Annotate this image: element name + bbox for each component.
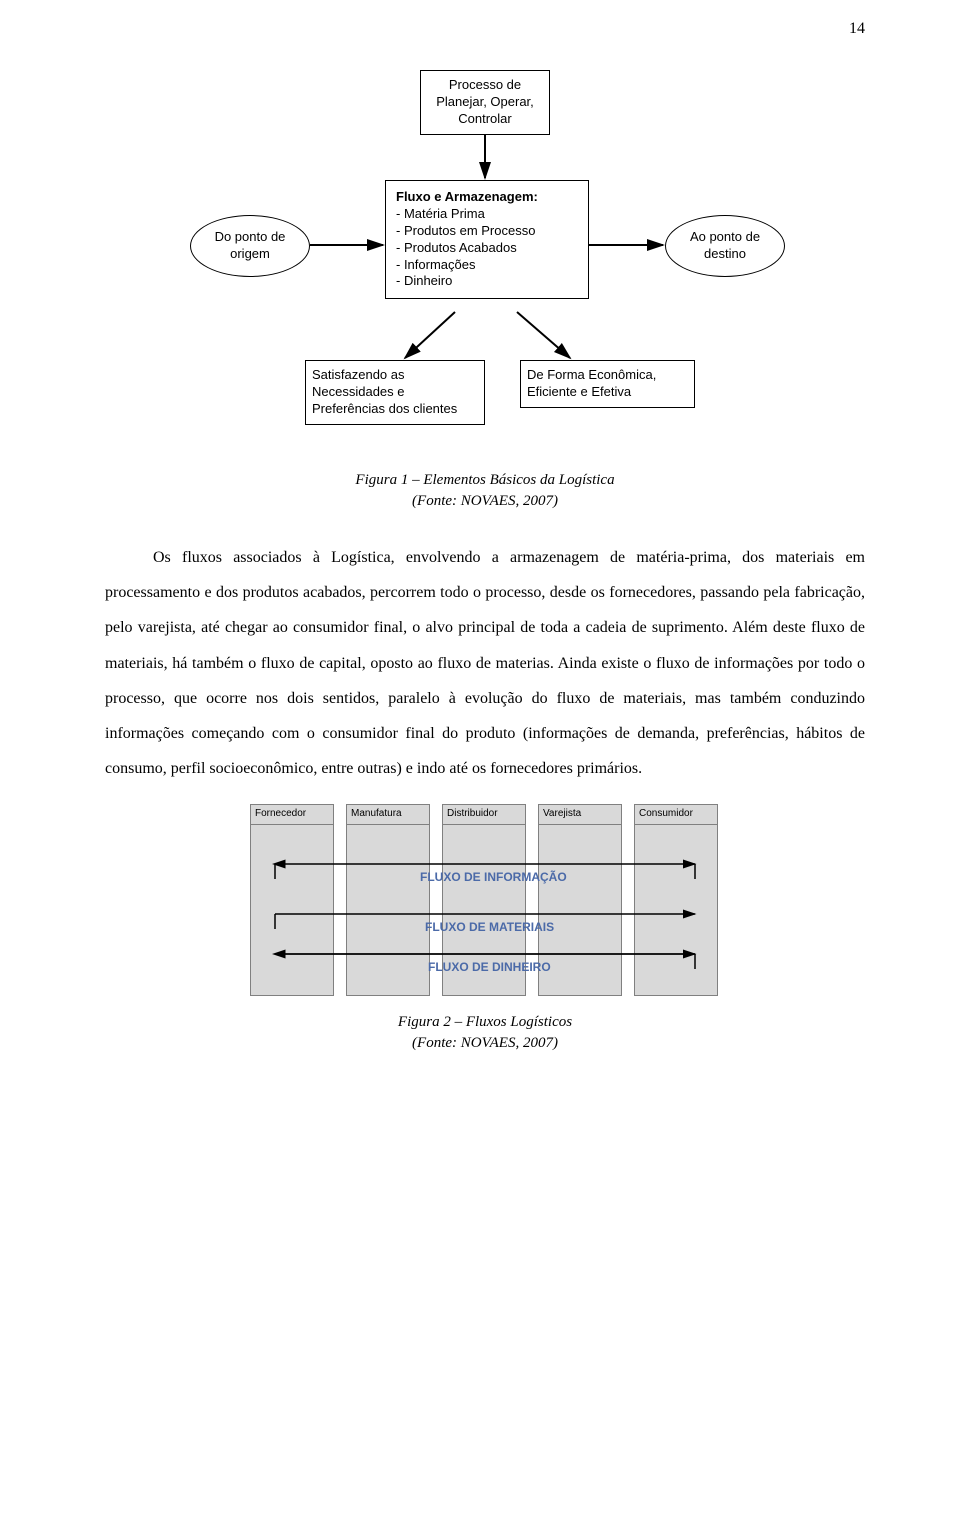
page: 14 Processo dePlanejar, Operar,Controlar bbox=[0, 0, 960, 1094]
fig2-col-4: Consumidor bbox=[634, 804, 718, 996]
fig2-col-4-body bbox=[635, 825, 717, 995]
figure-2-caption-line1: Figura 2 – Fluxos Logísticos bbox=[398, 1014, 572, 1030]
fig2-col-0-body bbox=[251, 825, 333, 995]
fig1-box-bottom-left-text: Satisfazendo asNecessidades ePreferência… bbox=[312, 367, 457, 416]
fig1-ellipse-right-text: Ao ponto dedestino bbox=[690, 229, 760, 263]
figure-1-caption-line1: Figura 1 – Elementos Básicos da Logístic… bbox=[355, 472, 614, 488]
fig2-col-0: Fornecedor bbox=[250, 804, 334, 996]
figure-2-diagram: Fornecedor Manufatura Distribuidor Varej… bbox=[250, 804, 720, 1004]
fig2-flow-label-0: FLUXO DE INFORMAÇÃO bbox=[420, 870, 567, 884]
fig1-box-top: Processo dePlanejar, Operar,Controlar bbox=[420, 70, 550, 135]
fig2-col-2-head: Distribuidor bbox=[443, 805, 525, 825]
fig1-ellipse-left-text: Do ponto deorigem bbox=[215, 229, 286, 263]
fig1-box-top-text: Processo dePlanejar, Operar,Controlar bbox=[436, 77, 534, 126]
fig2-col-1-body bbox=[347, 825, 429, 995]
fig2-flow-label-2: FLUXO DE DINHEIRO bbox=[428, 960, 551, 974]
fig2-col-3-body bbox=[539, 825, 621, 995]
figure-2-caption: Figura 2 – Fluxos Logísticos (Fonte: NOV… bbox=[105, 1012, 865, 1054]
figure-1-diagram: Processo dePlanejar, Operar,Controlar Do… bbox=[165, 60, 805, 460]
figure-2-caption-line2: (Fonte: NOVAES, 2007) bbox=[412, 1035, 558, 1051]
fig2-col-3-head: Varejista bbox=[539, 805, 621, 825]
fig2-col-4-head: Consumidor bbox=[635, 805, 717, 825]
fig1-ellipse-right: Ao ponto dedestino bbox=[665, 215, 785, 277]
page-number: 14 bbox=[849, 20, 865, 38]
fig1-box-bottom-right: De Forma Econômica,Eficiente e Efetiva bbox=[520, 360, 695, 408]
fig1-ellipse-left: Do ponto deorigem bbox=[190, 215, 310, 277]
body-paragraph: Os fluxos associados à Logística, envolv… bbox=[105, 540, 865, 786]
figure-1-caption: Figura 1 – Elementos Básicos da Logístic… bbox=[105, 470, 865, 512]
fig2-col-0-head: Fornecedor bbox=[251, 805, 333, 825]
fig1-box-center-items: - Matéria Prima- Produtos em Processo- P… bbox=[396, 206, 535, 289]
fig1-box-bottom-left: Satisfazendo asNecessidades ePreferência… bbox=[305, 360, 485, 425]
fig1-box-center: Fluxo e Armazenagem: - Matéria Prima- Pr… bbox=[385, 180, 589, 299]
fig2-col-1: Manufatura bbox=[346, 804, 430, 996]
body-paragraph-text: Os fluxos associados à Logística, envolv… bbox=[105, 549, 865, 777]
fig1-box-center-title: Fluxo e Armazenagem: bbox=[396, 189, 538, 204]
fig2-flow-label-1: FLUXO DE MATERIAIS bbox=[425, 920, 554, 934]
fig1-box-bottom-right-text: De Forma Econômica,Eficiente e Efetiva bbox=[527, 367, 656, 399]
fig2-col-1-head: Manufatura bbox=[347, 805, 429, 825]
figure-1-caption-line2: (Fonte: NOVAES, 2007) bbox=[412, 493, 558, 509]
